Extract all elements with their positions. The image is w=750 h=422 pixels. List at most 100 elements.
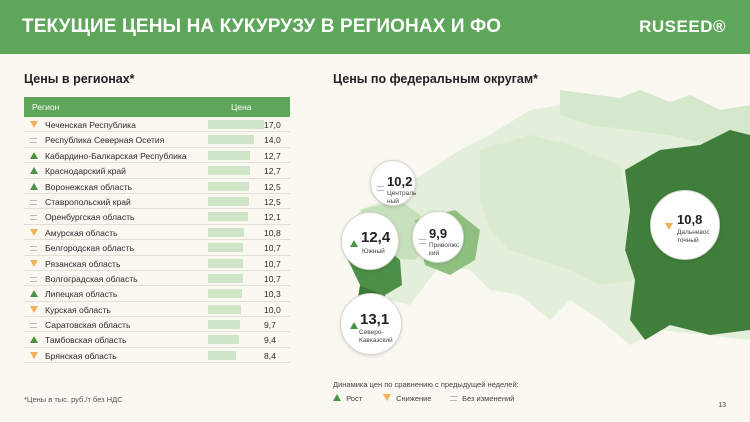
region-name: Чеченская Республика <box>45 120 136 130</box>
table-row: Оренбургская область 12,1 <box>24 209 290 225</box>
table-row: Кабардино-Балкарская Республика 12,7 <box>24 148 290 164</box>
district-bubble-central: 10,2 Централь ный <box>370 160 416 206</box>
trend-same-icon <box>30 197 40 206</box>
price-value: 10,7 <box>264 243 281 254</box>
district-label: Дальневос точный <box>677 229 710 244</box>
trend-up-icon <box>30 166 40 175</box>
page-number: 13 <box>718 402 726 409</box>
region-name: Саратовская область <box>45 320 131 331</box>
price-bar <box>208 120 264 129</box>
column-header-region: Регион <box>32 102 60 112</box>
price-value: 10,8 <box>264 227 281 238</box>
district-value: 9,9 <box>429 226 448 241</box>
regions-price-table: Регион Цена Чеченская Республика 17,0 Респ… <box>24 97 290 364</box>
trend-same-icon <box>30 320 40 329</box>
price-value: 17,0 <box>264 120 281 130</box>
table-header: Регион Цена <box>24 97 290 117</box>
price-bar <box>208 150 250 160</box>
header-banner: ТЕКУЩИЕ ЦЕНЫ НА КУКУРУЗУ В РЕГИОНАХ И ФО… <box>0 0 750 54</box>
trend-up-icon <box>30 182 40 191</box>
region-name: Воронежская область <box>45 181 133 192</box>
trend-down-icon <box>383 394 391 401</box>
trend-same-icon <box>30 274 40 283</box>
column-header-price: Цена <box>231 102 252 112</box>
trend-down-icon <box>30 259 40 268</box>
district-value: 10,2 <box>387 174 413 189</box>
district-bubble-ncaucasus: 13,1 Северо- Кавказский <box>340 293 402 355</box>
region-name: Белгородская область <box>45 243 135 254</box>
trend-same-icon <box>30 135 40 144</box>
region-name: Республика Северная Осетия <box>45 135 165 146</box>
price-value: 12,5 <box>264 181 281 192</box>
region-name: Амурская область <box>45 227 118 238</box>
trend-same-icon <box>419 231 426 249</box>
table-row: Саратовская область 9,7 <box>24 317 290 333</box>
trend-up-icon <box>30 335 40 344</box>
legend-same: Без изменений <box>450 394 514 403</box>
district-bubble-volga: 9,9 Приволжс кий <box>412 211 464 263</box>
district-label: Северо- Кавказский <box>359 329 393 344</box>
region-name: Тамбовская область <box>45 335 127 346</box>
price-value: 10,3 <box>264 289 281 300</box>
legend-same-label: Без изменений <box>462 394 515 403</box>
district-label: Приволжс кий <box>429 242 460 257</box>
price-bar <box>208 243 243 253</box>
table-row: Амурская область 10,8 <box>24 225 290 241</box>
districts-section-title: Цены по федеральным округам* <box>333 72 538 86</box>
price-bar <box>208 135 254 145</box>
district-value: 10,8 <box>677 212 703 227</box>
legend-up-label: Рост <box>346 394 363 403</box>
price-bar <box>208 212 248 222</box>
table-row: Волгоградская область 10,7 <box>24 271 290 287</box>
brand-logo: RUSEED® <box>639 17 726 36</box>
price-bar <box>208 181 249 191</box>
trend-up-icon <box>333 394 341 401</box>
table-row: Рязанская область 10,7 <box>24 256 290 271</box>
district-label: Централь ный <box>387 190 417 205</box>
region-name: Ставропольский край <box>45 196 131 207</box>
price-value: 8,4 <box>264 350 276 361</box>
trend-same-icon <box>30 212 40 221</box>
table-row: Курская область 10,0 <box>24 302 290 318</box>
district-value: 12,4 <box>361 229 391 246</box>
price-value: 12,7 <box>264 150 281 161</box>
table-body: Чеченская Республика 17,0 Республика Север… <box>24 117 290 364</box>
region-name: Оренбургская область <box>45 212 135 223</box>
price-bar <box>208 350 236 360</box>
trend-up-icon <box>30 151 40 160</box>
price-value: 12,1 <box>264 212 281 223</box>
price-bar <box>208 289 242 299</box>
price-value: 10,7 <box>264 258 281 269</box>
price-bar <box>208 166 250 176</box>
price-value: 12,7 <box>264 166 281 177</box>
region-name: Краснодарский край <box>45 166 126 177</box>
trend-same-icon <box>377 178 384 196</box>
map-siberia-shape <box>480 135 635 285</box>
trend-same-icon <box>30 243 40 252</box>
region-name: Брянская область <box>45 350 117 361</box>
table-row: Ставропольский край 12,5 <box>24 194 290 210</box>
price-bar <box>208 335 239 345</box>
regions-section-title: Цены в регионах* <box>24 72 135 86</box>
legend-down: Снижение <box>383 394 432 403</box>
table-row: Чеченская Республика 17,0 <box>24 117 290 133</box>
region-name: Волгоградская область <box>45 273 138 284</box>
price-bar <box>208 320 240 330</box>
legend-title: Динамика цен по сравнению с предыдущей н… <box>333 380 519 389</box>
page-title: ТЕКУЩИЕ ЦЕНЫ НА КУКУРУЗУ В РЕГИОНАХ И ФО <box>22 16 502 37</box>
trend-same-icon <box>450 396 457 401</box>
table-row: Воронежская область 12,5 <box>24 179 290 194</box>
region-name: Кабардино-Балкарская Республика <box>45 150 187 161</box>
region-name: Рязанская область <box>45 258 121 269</box>
table-row: Брянская область 8,4 <box>24 348 290 364</box>
price-value: 9,7 <box>264 320 276 331</box>
table-row: Белгородская область 10,7 <box>24 240 290 256</box>
trend-down-icon <box>30 120 40 129</box>
district-label: Южный <box>362 248 385 255</box>
map-north-shape <box>560 90 750 150</box>
table-row: Липецкая область 10,3 <box>24 286 290 302</box>
legend-down-label: Снижение <box>396 394 432 403</box>
price-footnote: *Цены в тыс. руб./т без НДС <box>24 395 123 404</box>
trend-up-icon <box>350 234 358 252</box>
region-name: Липецкая область <box>45 289 118 300</box>
